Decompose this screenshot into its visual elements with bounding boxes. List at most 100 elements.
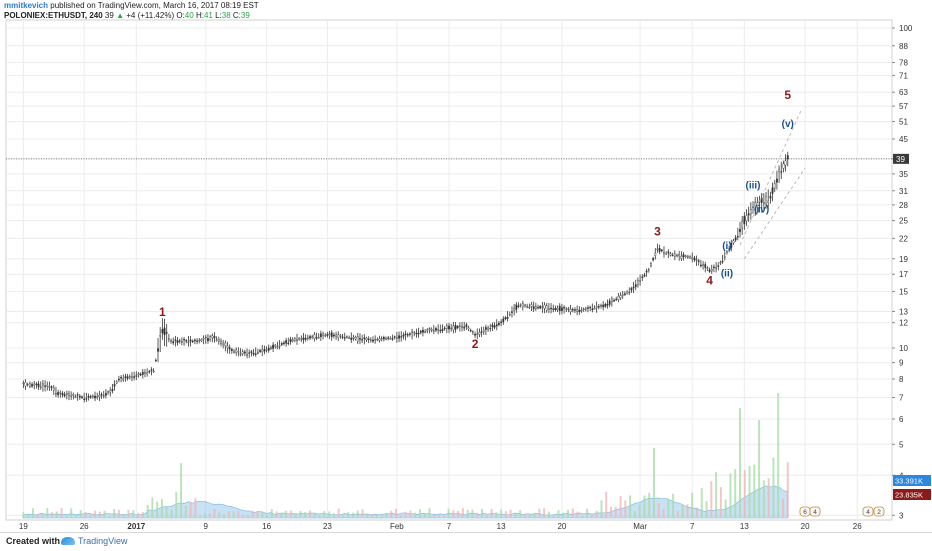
volume-bar xyxy=(337,508,340,518)
candle-body xyxy=(382,337,385,340)
candle-body xyxy=(771,187,774,194)
candle-body xyxy=(710,269,713,272)
volume-bar xyxy=(442,515,445,518)
candle-body xyxy=(437,329,440,331)
y-tick-label: 28 xyxy=(899,201,908,210)
candle-body xyxy=(124,376,127,378)
candle-body xyxy=(663,252,665,254)
volume-bar xyxy=(691,492,694,518)
candle-body xyxy=(254,353,257,355)
wave-label: 3 xyxy=(654,224,661,238)
candle-body xyxy=(776,178,778,183)
event-badge[interactable] xyxy=(862,506,874,517)
y-tick-label: 63 xyxy=(899,88,908,97)
candle-body xyxy=(673,253,676,257)
candle-body xyxy=(356,336,359,342)
candle-body xyxy=(28,383,31,387)
candle-body xyxy=(756,202,759,206)
candle-body xyxy=(517,305,520,307)
candle-body xyxy=(250,351,253,353)
candle-body xyxy=(113,384,116,387)
candle-body xyxy=(474,333,476,336)
candle-body xyxy=(280,343,283,345)
published-text: published on TradingView.com, March 16, … xyxy=(50,1,259,10)
candle-body xyxy=(619,295,622,298)
volume-bar xyxy=(180,463,183,518)
wave-label: (i) xyxy=(722,241,731,252)
price-chart[interactable]: 1008878716357514539353128252219171513121… xyxy=(0,0,932,532)
candle-body xyxy=(515,304,518,310)
volume-bar xyxy=(500,509,503,518)
candle-body xyxy=(489,327,492,330)
volume-bar xyxy=(84,512,87,518)
candle-body xyxy=(676,254,678,257)
event-badge-count: 4 xyxy=(866,509,870,516)
volume-bar xyxy=(94,510,97,518)
volume-bar xyxy=(117,509,120,518)
candle-body xyxy=(26,383,29,386)
candle-body xyxy=(259,350,261,352)
volume-bar xyxy=(122,514,125,518)
candle-body xyxy=(328,333,331,335)
candle-body xyxy=(220,340,222,344)
candle-body xyxy=(435,328,437,331)
volume-bar xyxy=(375,515,378,518)
candle-body xyxy=(298,337,301,340)
candle-body xyxy=(330,332,333,337)
candle-body xyxy=(576,309,579,312)
candle-body xyxy=(287,342,290,344)
candle-body xyxy=(196,340,198,342)
candle-body xyxy=(621,293,624,296)
candle-body xyxy=(471,331,474,333)
candle-body xyxy=(463,326,466,329)
volume-bar xyxy=(203,512,206,518)
candle-body xyxy=(352,337,355,339)
volume-bar xyxy=(710,481,713,518)
candle-body xyxy=(228,347,231,350)
volume-bar xyxy=(447,508,450,518)
candle-body xyxy=(248,352,251,354)
y-tick-label: 3 xyxy=(899,511,904,520)
volume-bar xyxy=(289,510,292,518)
volume-bar xyxy=(160,498,163,518)
event-badge[interactable] xyxy=(873,506,885,517)
candle-body xyxy=(765,196,767,205)
volume-bar xyxy=(342,514,345,518)
candle-body xyxy=(608,300,611,305)
volume-bar xyxy=(514,512,517,518)
volume-bar xyxy=(652,448,655,518)
candle-body xyxy=(309,336,311,339)
candle-body xyxy=(593,307,596,310)
candle-body xyxy=(667,251,670,254)
volume-bar xyxy=(614,506,617,518)
candle-body xyxy=(322,333,324,336)
candle-body xyxy=(656,248,659,251)
tradingview-logo-link[interactable]: TradingView xyxy=(61,536,128,546)
candle-body xyxy=(582,308,585,311)
candle-body xyxy=(72,394,75,396)
candle-body xyxy=(762,201,765,204)
candle-body xyxy=(165,332,168,334)
candle-body xyxy=(643,274,646,277)
volume-bar xyxy=(304,512,307,518)
candle-body xyxy=(554,307,557,311)
volume-bar xyxy=(762,480,765,518)
candle-body xyxy=(545,305,548,311)
event-badge[interactable] xyxy=(809,506,821,517)
high-label: H: xyxy=(195,11,204,20)
volume-bar xyxy=(366,513,369,518)
candle-body xyxy=(180,341,183,343)
candle-body xyxy=(335,334,337,337)
author-link[interactable]: mmitkevich xyxy=(4,1,49,10)
volume-bar xyxy=(557,510,560,518)
volume-bar xyxy=(476,512,479,518)
candle-body xyxy=(126,376,129,379)
candle-body xyxy=(315,337,318,339)
candle-body xyxy=(458,325,461,327)
symbol-label[interactable]: POLONIEX:ETHUSDT, 240 xyxy=(4,11,103,20)
candle-body xyxy=(469,330,472,332)
wave-label: 4 xyxy=(706,273,713,287)
volume-bar xyxy=(519,510,522,518)
x-tick-label: 20 xyxy=(557,522,566,531)
candle-body xyxy=(109,390,112,393)
